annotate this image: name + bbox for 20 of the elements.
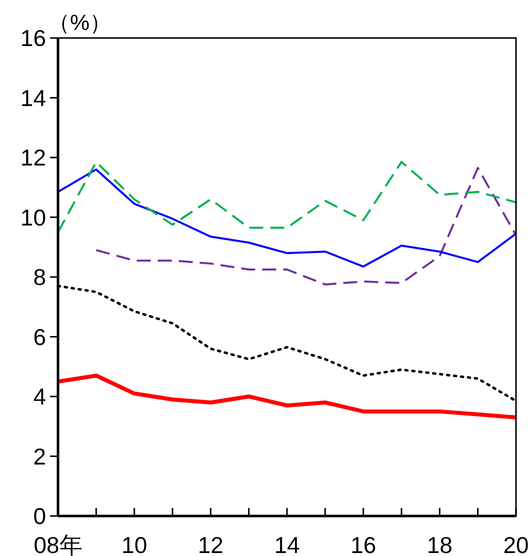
x-tick-label: 12 [198, 532, 224, 556]
y-tick-label: 8 [33, 264, 46, 290]
x-tick-label: 08年 [34, 532, 82, 556]
line-series [57, 160, 517, 234]
y-tick-label: 2 [33, 443, 46, 470]
y-axis-title: （%） [48, 10, 112, 35]
line-series [95, 166, 517, 286]
y-tick-label: 0 [33, 503, 46, 529]
y-tick-label: 12 [20, 144, 46, 170]
x-tick-label: 14 [274, 532, 300, 556]
y-tick-label: 14 [20, 84, 46, 111]
y-tick-label: 10 [20, 204, 46, 230]
y-tick-label: 16 [20, 25, 46, 51]
x-tick-label: 18 [426, 532, 452, 556]
y-tick-label: 6 [33, 324, 46, 350]
x-tick-label: 20 [503, 532, 529, 556]
x-tick-label: 16 [350, 532, 376, 556]
y-tick-label: 4 [33, 384, 46, 410]
x-tick-label: 10 [122, 532, 148, 556]
line-series [57, 168, 517, 268]
